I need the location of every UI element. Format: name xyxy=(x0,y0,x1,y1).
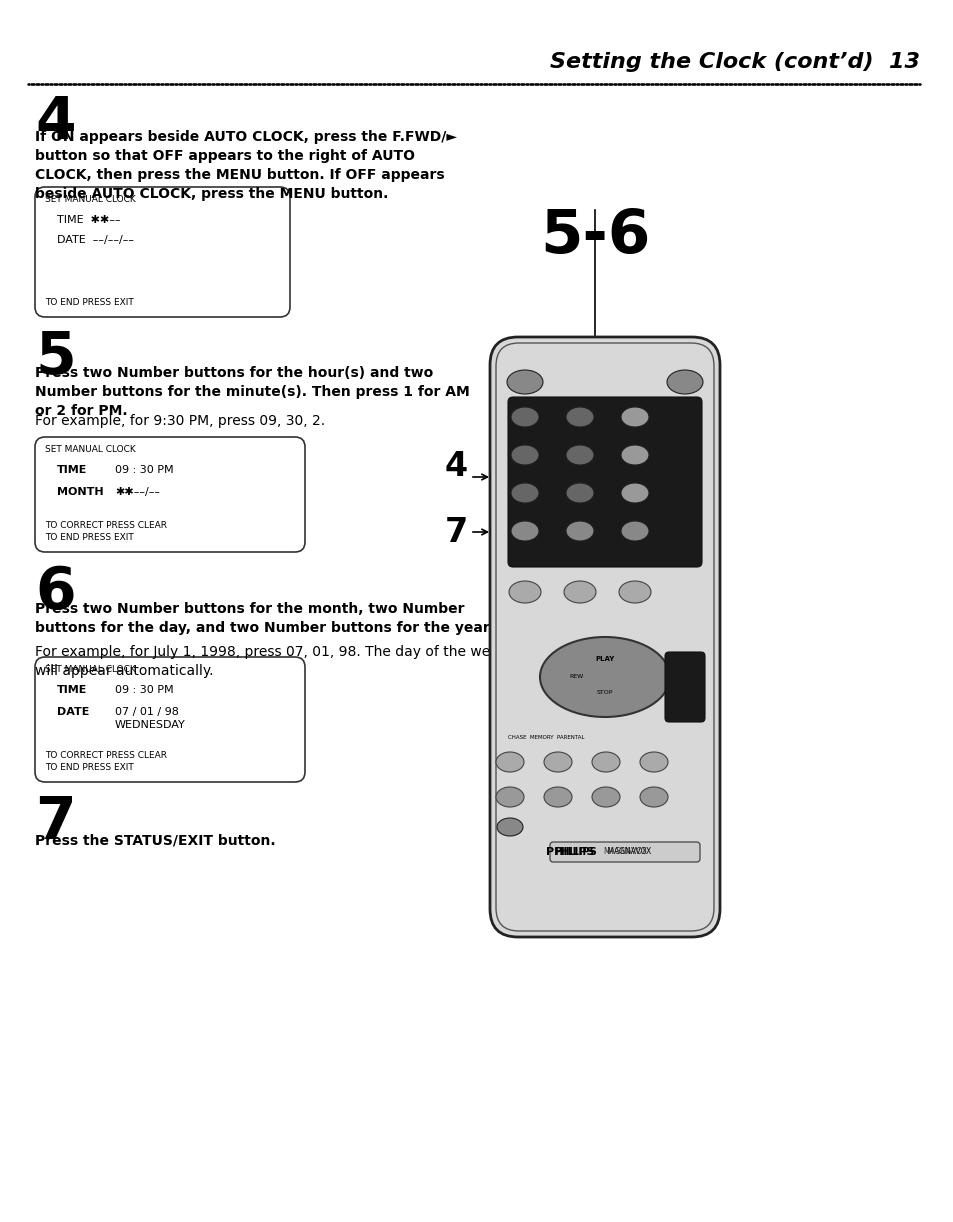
Ellipse shape xyxy=(620,445,648,466)
Text: 09 : 30 PM: 09 : 30 PM xyxy=(115,466,173,475)
Ellipse shape xyxy=(592,787,619,807)
Ellipse shape xyxy=(543,752,572,772)
Text: MONTH: MONTH xyxy=(57,488,104,497)
Text: TIME  ✱✱––: TIME ✱✱–– xyxy=(57,215,120,225)
FancyBboxPatch shape xyxy=(35,437,305,552)
Text: DATE  ––/––/––: DATE ––/––/–– xyxy=(57,235,133,244)
Ellipse shape xyxy=(620,521,648,541)
Ellipse shape xyxy=(511,445,538,466)
Text: PHILIPS: PHILIPS xyxy=(546,847,595,857)
Ellipse shape xyxy=(565,521,594,541)
Text: TO CORRECT PRESS CLEAR
TO END PRESS EXIT: TO CORRECT PRESS CLEAR TO END PRESS EXIT xyxy=(45,752,167,772)
Text: PHILIPS: PHILIPS xyxy=(554,847,597,857)
Text: 5: 5 xyxy=(35,329,75,386)
Ellipse shape xyxy=(618,580,650,602)
Ellipse shape xyxy=(539,637,669,717)
Text: TIME: TIME xyxy=(57,686,88,695)
Ellipse shape xyxy=(639,752,667,772)
Text: 4: 4 xyxy=(444,451,468,484)
Text: Setting the Clock (cont’d)  13: Setting the Clock (cont’d) 13 xyxy=(550,53,919,72)
FancyBboxPatch shape xyxy=(550,842,700,862)
Text: 6: 6 xyxy=(35,565,75,621)
Text: REW: REW xyxy=(569,675,583,679)
Ellipse shape xyxy=(496,787,523,807)
Text: For example, for July 1, 1998, press 07, 01, 98. The day of the week
will appear: For example, for July 1, 1998, press 07,… xyxy=(35,645,506,678)
Ellipse shape xyxy=(497,818,522,836)
Ellipse shape xyxy=(565,483,594,503)
Text: TIME: TIME xyxy=(57,466,88,475)
Ellipse shape xyxy=(509,580,540,602)
Text: STOP: STOP xyxy=(597,689,613,694)
FancyBboxPatch shape xyxy=(35,187,290,316)
Ellipse shape xyxy=(496,752,523,772)
Text: For example, for 9:30 PM, press 09, 30, 2.: For example, for 9:30 PM, press 09, 30, … xyxy=(35,414,325,428)
Ellipse shape xyxy=(565,445,594,466)
Ellipse shape xyxy=(620,407,648,426)
Text: DATE: DATE xyxy=(57,708,90,717)
Text: SET MANUAL CLOCK: SET MANUAL CLOCK xyxy=(45,196,135,204)
Ellipse shape xyxy=(543,787,572,807)
Ellipse shape xyxy=(565,407,594,426)
Text: Press two Number buttons for the month, two Number
buttons for the day, and two : Press two Number buttons for the month, … xyxy=(35,602,493,635)
Text: MAGNAVOX: MAGNAVOX xyxy=(604,848,651,857)
Text: 7: 7 xyxy=(444,516,468,549)
Text: 7: 7 xyxy=(35,794,75,851)
Ellipse shape xyxy=(511,407,538,426)
Text: MAGNAVOX: MAGNAVOX xyxy=(602,848,646,857)
Text: TO CORRECT PRESS CLEAR
TO END PRESS EXIT: TO CORRECT PRESS CLEAR TO END PRESS EXIT xyxy=(45,522,167,543)
Text: 07 / 01 / 98
WEDNESDAY: 07 / 01 / 98 WEDNESDAY xyxy=(115,708,186,731)
FancyBboxPatch shape xyxy=(490,337,720,937)
FancyBboxPatch shape xyxy=(507,397,701,567)
Ellipse shape xyxy=(511,483,538,503)
FancyBboxPatch shape xyxy=(35,657,305,782)
Text: CHASE  MEMORY  PARENTAL: CHASE MEMORY PARENTAL xyxy=(507,734,584,741)
Ellipse shape xyxy=(511,521,538,541)
Text: 4: 4 xyxy=(35,94,75,152)
Text: Press the STATUS/EXIT button.: Press the STATUS/EXIT button. xyxy=(35,833,275,848)
Ellipse shape xyxy=(639,787,667,807)
Text: If ON appears beside AUTO CLOCK, press the F.FWD/►
button so that OFF appears to: If ON appears beside AUTO CLOCK, press t… xyxy=(35,130,456,200)
Text: ✱✱––/––: ✱✱––/–– xyxy=(115,488,160,497)
Ellipse shape xyxy=(563,580,596,602)
Ellipse shape xyxy=(592,752,619,772)
Text: 5-6: 5-6 xyxy=(539,207,650,266)
Ellipse shape xyxy=(620,483,648,503)
Text: SET MANUAL CLOCK: SET MANUAL CLOCK xyxy=(45,665,135,675)
Text: TO END PRESS EXIT: TO END PRESS EXIT xyxy=(45,298,133,307)
Text: PLAY: PLAY xyxy=(595,656,614,662)
Ellipse shape xyxy=(506,370,542,393)
Ellipse shape xyxy=(666,370,702,393)
Text: SET MANUAL CLOCK: SET MANUAL CLOCK xyxy=(45,445,135,455)
Text: Press two Number buttons for the hour(s) and two
Number buttons for the minute(s: Press two Number buttons for the hour(s)… xyxy=(35,367,469,418)
Text: 09 : 30 PM: 09 : 30 PM xyxy=(115,686,173,695)
FancyBboxPatch shape xyxy=(664,653,704,722)
